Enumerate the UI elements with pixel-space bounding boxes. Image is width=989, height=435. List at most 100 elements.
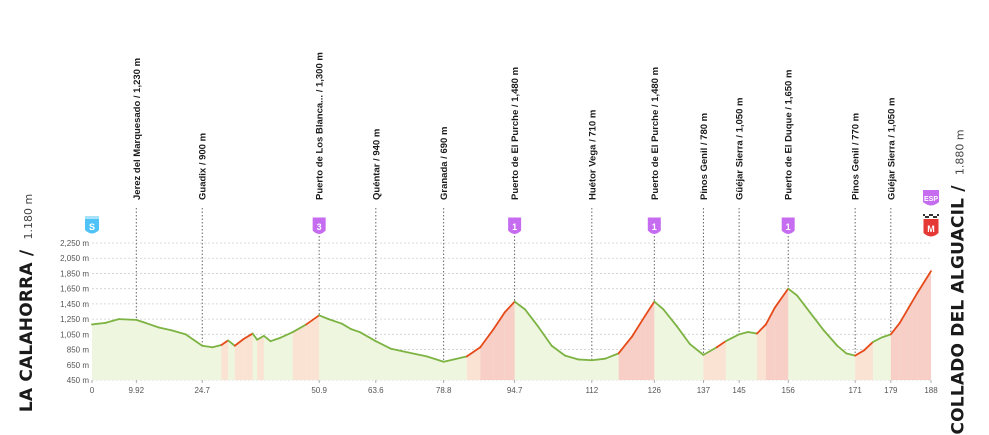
profile-segment xyxy=(452,355,468,361)
waypoint-label: Puerto de Los Blanca... / 1,300 m xyxy=(315,52,326,200)
profile-segment xyxy=(590,357,607,362)
finish-checker xyxy=(937,214,939,216)
x-tick-label: 50.9 xyxy=(311,386,327,395)
kom-badge xyxy=(647,217,661,234)
kom-badge xyxy=(312,217,326,234)
x-tick-label: 9.92 xyxy=(128,386,144,395)
profile-segment xyxy=(617,335,633,355)
finish-checker xyxy=(923,214,925,216)
profile-segment xyxy=(465,346,482,358)
gradient-band xyxy=(645,271,655,380)
profile-segment xyxy=(916,270,932,294)
y-tick-label: 1,050 m xyxy=(60,330,89,339)
y-tick-label: 2,050 m xyxy=(60,254,89,263)
finish-badge-label: M xyxy=(927,224,935,234)
waypoint-markers: Jerez del Marquesado / 1,230 m Guadix / 9… xyxy=(132,52,897,362)
profile-segment xyxy=(91,322,107,326)
profile-segment xyxy=(662,308,678,327)
profile-segment xyxy=(358,331,377,343)
x-tick-label: 78.8 xyxy=(436,386,452,395)
finish-checker xyxy=(933,216,935,218)
finish-checker xyxy=(935,216,937,218)
profile-segment xyxy=(318,314,330,321)
profile-segment xyxy=(233,337,245,347)
x-tick-label: 24.7 xyxy=(194,386,210,395)
gradient-band xyxy=(917,271,931,380)
gradient-band xyxy=(493,271,505,380)
gradient-band xyxy=(292,271,307,380)
y-tick-label: 1,250 m xyxy=(60,315,89,324)
finish-label: COLLADO DEL ALGUACIL / 1.880 m xyxy=(948,129,969,435)
profile-segment xyxy=(158,326,174,332)
profile-segment xyxy=(689,343,705,356)
x-tick-label: 0 xyxy=(90,386,95,395)
profile-segment xyxy=(787,287,799,297)
gradient-band xyxy=(716,271,726,380)
gradient-band xyxy=(855,271,865,380)
climb-badges: 3 1 1 1 S ESP M xyxy=(85,190,939,237)
profile-segment xyxy=(104,318,120,324)
waypoint-label: Puerto de El Purche / 1,480 m xyxy=(650,67,661,200)
finish-badge xyxy=(923,219,939,237)
start-elevation: 1.180 m xyxy=(22,193,36,240)
finish-checker xyxy=(929,214,931,216)
x-tick-label: 137 xyxy=(697,386,711,395)
x-tick-label: 171 xyxy=(848,386,862,395)
gradient-band xyxy=(864,271,873,380)
gradient-band xyxy=(504,271,515,380)
start-badge xyxy=(85,216,99,234)
profile-segment xyxy=(327,318,343,325)
waypoint-label: Güéjar Sierra / 1,050 m xyxy=(886,98,897,200)
stage-profile-chart: 450 m 650 m 850 m 1,050 m 1,250 m 1,450 m 1,65… xyxy=(60,52,939,395)
profile-segment xyxy=(898,306,910,324)
gradient-band xyxy=(480,271,494,380)
profile-segment xyxy=(513,300,526,311)
kom-badge-label: 1 xyxy=(512,222,517,232)
gradient-band xyxy=(466,271,481,380)
gradient-band xyxy=(221,271,229,380)
gradient-band xyxy=(890,271,900,380)
profile-segment xyxy=(756,323,767,335)
waypoint-label: Güéjar Sierra / 1,050 m xyxy=(735,98,746,200)
profile-segment xyxy=(631,314,647,338)
profile-segment xyxy=(653,300,665,311)
waypoint-label: Granada / 690 m xyxy=(439,127,450,200)
profile-segment xyxy=(577,358,593,362)
x-tick-label: 63.6 xyxy=(368,386,384,395)
x-tick-label: 156 xyxy=(782,386,796,395)
x-tick-label: 126 xyxy=(648,386,662,395)
profile-segment xyxy=(854,349,865,357)
waypoint-label: Puerto de El Duque / 1,650 m xyxy=(784,70,795,200)
start-badge-label: S xyxy=(89,222,95,232)
profile-segment xyxy=(738,331,749,336)
profile-segment xyxy=(822,329,839,347)
profile-segment xyxy=(523,308,540,328)
profile-segment xyxy=(796,294,812,314)
start-name: LA CALAHORRA xyxy=(17,262,38,413)
y-axis-ticks: 450 m 650 m 850 m 1,050 m 1,250 m 1,450 m 1,65… xyxy=(60,239,89,385)
kom-badge xyxy=(508,217,522,234)
gradient-band xyxy=(234,271,244,380)
profile-segment xyxy=(305,314,321,326)
profile-segment xyxy=(564,354,580,361)
profile-segment xyxy=(702,346,718,356)
y-tick-label: 650 m xyxy=(67,361,90,370)
y-tick-label: 2,250 m xyxy=(60,239,89,248)
kom-badge-label: 3 xyxy=(317,222,322,232)
gradient-band xyxy=(908,271,918,380)
profile-segment xyxy=(201,344,214,349)
profile-segment xyxy=(117,318,138,321)
profile-segment xyxy=(863,341,874,352)
profile-segment xyxy=(889,322,901,336)
x-tick-label: 188 xyxy=(924,386,938,395)
waypoint-label: Jerez del Marquesado / 1,230 m xyxy=(132,58,143,200)
gradient-band xyxy=(899,271,909,380)
profile-segment xyxy=(278,331,294,340)
gradient-band xyxy=(243,271,253,380)
profile-segment xyxy=(256,334,265,341)
profile-segment xyxy=(291,323,308,333)
profile-segment xyxy=(251,332,259,341)
finish-checker xyxy=(925,216,927,218)
profile-segment xyxy=(242,332,254,340)
profile-segment xyxy=(724,333,741,343)
